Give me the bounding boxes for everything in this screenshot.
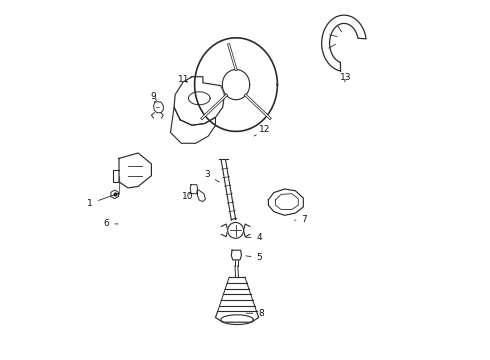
Text: 10: 10 bbox=[182, 192, 193, 201]
Polygon shape bbox=[111, 190, 119, 199]
Polygon shape bbox=[190, 185, 197, 194]
Text: 3: 3 bbox=[204, 170, 219, 182]
Polygon shape bbox=[231, 250, 242, 260]
Text: 11: 11 bbox=[178, 75, 190, 84]
Polygon shape bbox=[321, 15, 366, 71]
Polygon shape bbox=[195, 38, 277, 131]
Polygon shape bbox=[171, 107, 216, 143]
Polygon shape bbox=[119, 153, 151, 188]
Text: 8: 8 bbox=[246, 309, 264, 318]
Polygon shape bbox=[153, 102, 163, 113]
Text: 1: 1 bbox=[87, 194, 118, 208]
Text: 5: 5 bbox=[246, 253, 262, 262]
Text: 13: 13 bbox=[340, 73, 351, 82]
Text: 6: 6 bbox=[103, 219, 118, 228]
Polygon shape bbox=[174, 77, 224, 125]
Text: 12: 12 bbox=[254, 125, 270, 136]
Text: 4: 4 bbox=[246, 233, 262, 242]
Text: 9: 9 bbox=[150, 92, 157, 101]
Polygon shape bbox=[269, 189, 303, 215]
Polygon shape bbox=[222, 69, 250, 100]
Polygon shape bbox=[197, 189, 205, 202]
Polygon shape bbox=[228, 222, 244, 238]
Polygon shape bbox=[224, 78, 247, 94]
Text: 7: 7 bbox=[294, 215, 307, 224]
